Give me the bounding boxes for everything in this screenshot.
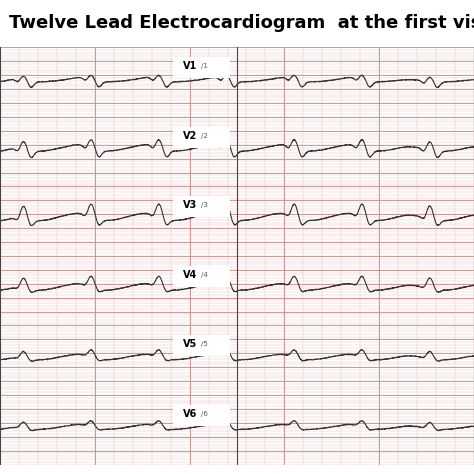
Text: V2: V2 — [182, 131, 197, 141]
Text: V5: V5 — [182, 339, 197, 349]
FancyBboxPatch shape — [173, 335, 230, 356]
Text: V1: V1 — [182, 61, 197, 71]
FancyBboxPatch shape — [173, 196, 230, 217]
Text: /4: /4 — [201, 272, 207, 278]
Text: V3: V3 — [182, 200, 197, 210]
Text: /1: /1 — [201, 63, 208, 69]
Text: /3: /3 — [201, 202, 208, 208]
FancyBboxPatch shape — [173, 127, 230, 147]
Text: /6: /6 — [201, 411, 208, 417]
Text: V4: V4 — [182, 270, 197, 280]
Text: /2: /2 — [201, 133, 207, 139]
FancyBboxPatch shape — [173, 266, 230, 287]
FancyBboxPatch shape — [173, 57, 230, 78]
FancyBboxPatch shape — [173, 405, 230, 426]
Text: V6: V6 — [182, 409, 197, 419]
Text: Twelve Lead Electrocardiogram  at the first visit.: Twelve Lead Electrocardiogram at the fir… — [9, 14, 474, 32]
Text: /5: /5 — [201, 341, 207, 347]
